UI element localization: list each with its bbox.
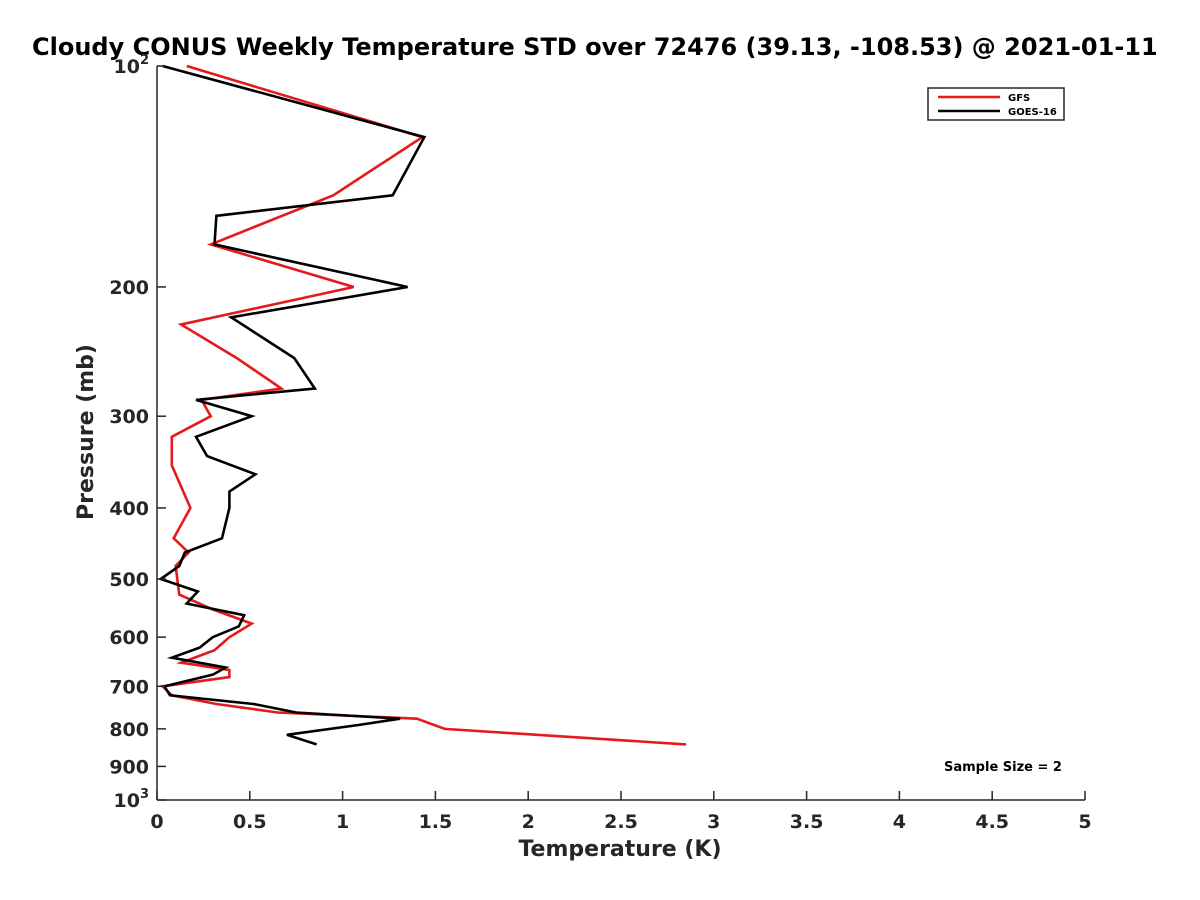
y-tick-label: 300 [109, 406, 149, 428]
y-tick-label: 102 [114, 53, 150, 78]
sample-size-annotation: Sample Size = 2 [944, 760, 1062, 775]
x-tick-label: 1.5 [419, 811, 453, 833]
series-line-goes-16 [157, 64, 427, 746]
x-tick-label: 0.5 [233, 811, 267, 833]
plot-area [157, 64, 687, 746]
x-tick-label: 5 [1078, 811, 1091, 833]
y-tick-label: 700 [109, 676, 149, 698]
x-axis: 0 0.5 1 1.5 2 2.5 3 3.5 4 4.5 5 [150, 791, 1092, 833]
x-tick-label: 4 [893, 811, 906, 833]
legend-box [927, 87, 1065, 121]
x-tick-label: 4.5 [975, 811, 1009, 833]
legend: GFS GOES-16 [927, 87, 1065, 121]
y-tick-label: 800 [109, 719, 149, 741]
y-tick-label: 200 [109, 277, 149, 299]
y-axis: 102 200 300 400 500 600 700 800 900 103 [109, 53, 166, 812]
x-tick-label: 2 [522, 811, 535, 833]
series-line-gfs [159, 64, 687, 746]
legend-label: GOES-16 [1008, 107, 1057, 118]
x-tick-label: 3 [707, 811, 720, 833]
y-tick-label: 103 [114, 787, 150, 812]
y-tick-label: 900 [109, 756, 149, 778]
y-tick-label: 400 [109, 498, 149, 520]
y-axis-label: Pressure (mb) [74, 344, 99, 520]
y-tick-label: 600 [109, 627, 149, 649]
y-tick-label: 500 [109, 569, 149, 591]
x-tick-label: 1 [336, 811, 349, 833]
x-tick-label: 2.5 [604, 811, 638, 833]
x-tick-label: 3.5 [790, 811, 824, 833]
x-tick-label: 0 [150, 811, 163, 833]
legend-label: GFS [1008, 93, 1030, 104]
x-axis-label: Temperature (K) [518, 837, 721, 862]
chart-title: Cloudy CONUS Weekly Temperature STD over… [32, 33, 1158, 61]
